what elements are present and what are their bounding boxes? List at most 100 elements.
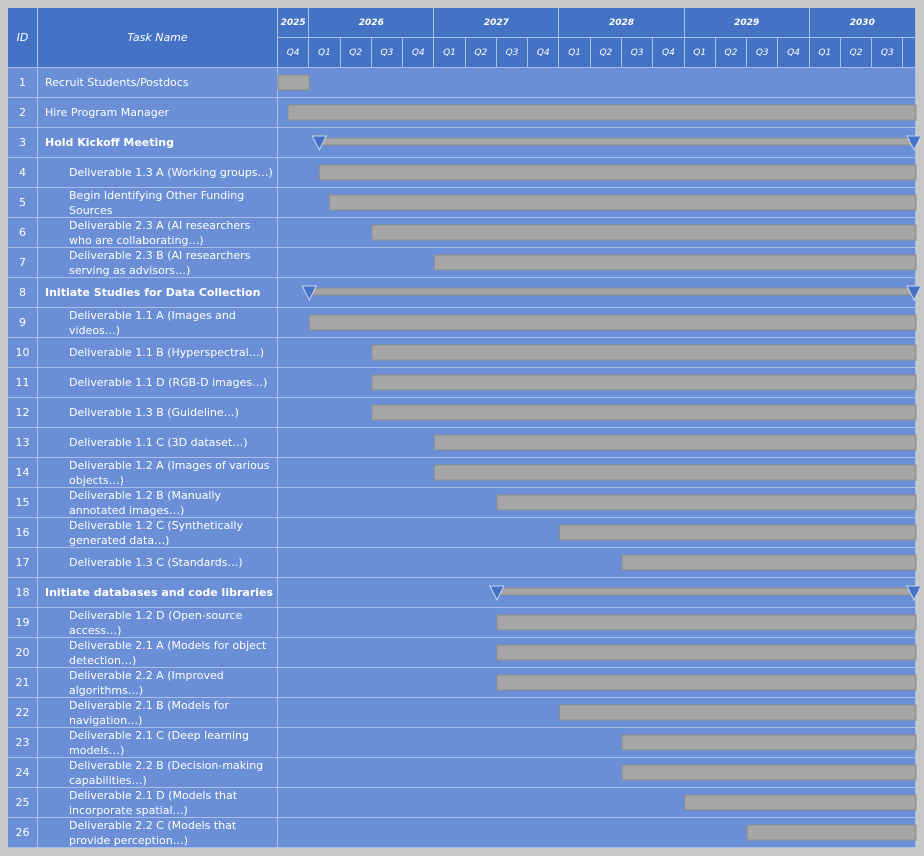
year-label: 2027 <box>434 8 560 38</box>
task-id: 20 <box>8 638 38 668</box>
task-bar <box>287 104 917 121</box>
summary-bar <box>308 287 917 296</box>
task-name: Deliverable 2.2 C (Models that provide p… <box>38 818 278 848</box>
task-id: 14 <box>8 458 38 488</box>
task-name: Deliverable 1.2 B (Manually annotated im… <box>38 488 278 518</box>
summary-bar <box>318 137 917 146</box>
task-id: 23 <box>8 728 38 758</box>
quarter-label: Q3 <box>747 38 779 68</box>
task-id: 10 <box>8 338 38 368</box>
task-bar <box>746 824 917 841</box>
task-id: 18 <box>8 578 38 608</box>
task-name: Deliverable 2.2 A (Improved algorithms…) <box>38 668 278 698</box>
task-id: 1 <box>8 68 38 98</box>
task-bar <box>318 164 917 181</box>
task-name: Hold Kickoff Meeting <box>38 128 278 158</box>
quarter-label: Q2 <box>465 38 497 68</box>
task-bar <box>277 74 310 91</box>
task-name: Deliverable 1.1 B (Hyperspectral…) <box>38 338 278 368</box>
task-id: 3 <box>8 128 38 158</box>
task-name: Deliverable 1.3 A (Working groups…) <box>38 158 278 188</box>
task-id: 13 <box>8 428 38 458</box>
task-name: Deliverable 2.1 D (Models that incorpora… <box>38 788 278 818</box>
quarter-label: Q2 <box>340 38 372 68</box>
id-header: ID <box>8 8 38 68</box>
quarter-label: Q3 <box>496 38 529 68</box>
task-name: Recruit Students/Postdocs <box>38 68 278 98</box>
quarter-label: Q3 <box>371 38 404 68</box>
task-name: Initiate Studies for Data Collection <box>38 278 278 308</box>
task-bar <box>558 524 917 541</box>
task-bar <box>621 554 917 571</box>
task-name: Deliverable 2.2 B (Decision-making capab… <box>38 758 278 788</box>
task-name: Deliverable 1.3 C (Standards…) <box>38 548 278 578</box>
quarter-label: Q2 <box>840 38 873 68</box>
summary-end <box>906 285 922 302</box>
year-label: 2025 <box>278 8 310 38</box>
task-id: 25 <box>8 788 38 818</box>
task-bar <box>371 344 917 361</box>
task-bar <box>328 194 917 211</box>
task-bar <box>496 614 917 631</box>
quarter-label: Q1 <box>434 38 466 68</box>
quarter-label: Q2 <box>715 38 748 68</box>
year-label: 2028 <box>559 8 685 38</box>
quarter-label: Q1 <box>559 38 591 68</box>
task-name: Deliverable 1.2 D (Open-source access…) <box>38 608 278 638</box>
task-id: 15 <box>8 488 38 518</box>
quarter-label: Q4 <box>528 38 560 68</box>
task-id: 22 <box>8 698 38 728</box>
task-bar <box>684 794 917 811</box>
quarter-label: Q4 <box>653 38 685 68</box>
year-label: 2029 <box>684 8 810 38</box>
task-name: Deliverable 2.1 B (Models for navigation… <box>38 698 278 728</box>
year-label: 2026 <box>309 8 435 38</box>
quarter-label: Q2 <box>590 38 622 68</box>
task-bar <box>371 224 917 241</box>
quarter-label: Q4 <box>278 38 310 68</box>
task-bar <box>496 494 917 511</box>
task-bar <box>433 254 917 271</box>
task-bar <box>371 404 917 421</box>
task-id: 5 <box>8 188 38 218</box>
summary-end <box>906 585 922 602</box>
task-name: Hire Program Manager <box>38 98 278 128</box>
task-bar <box>496 644 917 661</box>
year-label: 2030 <box>809 8 916 38</box>
task-bar <box>433 464 917 481</box>
task-name: Deliverable 2.3 A (AI researchers who ar… <box>38 218 278 248</box>
name-header: Task Name <box>38 8 278 68</box>
task-id: 17 <box>8 548 38 578</box>
task-name: Deliverable 2.1 A (Models for object det… <box>38 638 278 668</box>
task-id: 8 <box>8 278 38 308</box>
task-name: Deliverable 1.1 D (RGB-D images…) <box>38 368 278 398</box>
task-name: Initiate databases and code libraries <box>38 578 278 608</box>
task-name: Deliverable 1.1 C (3D dataset…) <box>38 428 278 458</box>
task-bar <box>308 314 917 331</box>
quarter-label: Q4 <box>778 38 810 68</box>
task-id: 16 <box>8 518 38 548</box>
task-id: 19 <box>8 608 38 638</box>
quarter-label: Q1 <box>809 38 841 68</box>
timeline-row <box>278 68 916 98</box>
task-bar <box>621 734 917 751</box>
quarter-label: Q1 <box>684 38 716 68</box>
summary-bar <box>496 587 917 596</box>
task-id: 11 <box>8 368 38 398</box>
quarter-label: Q1 <box>309 38 341 68</box>
task-bar <box>496 674 917 691</box>
summary-start <box>311 135 328 152</box>
task-name: Deliverable 1.2 A (Images of various obj… <box>38 458 278 488</box>
quarter-label: Q3 <box>622 38 654 68</box>
summary-start <box>301 285 318 302</box>
task-id: 2 <box>8 98 38 128</box>
header-filler <box>903 38 916 68</box>
summary-end <box>906 135 922 152</box>
task-name: Deliverable 2.1 C (Deep learning models…… <box>38 728 278 758</box>
task-bar <box>371 374 917 391</box>
task-id: 12 <box>8 398 38 428</box>
task-id: 4 <box>8 158 38 188</box>
task-bar <box>621 764 917 781</box>
